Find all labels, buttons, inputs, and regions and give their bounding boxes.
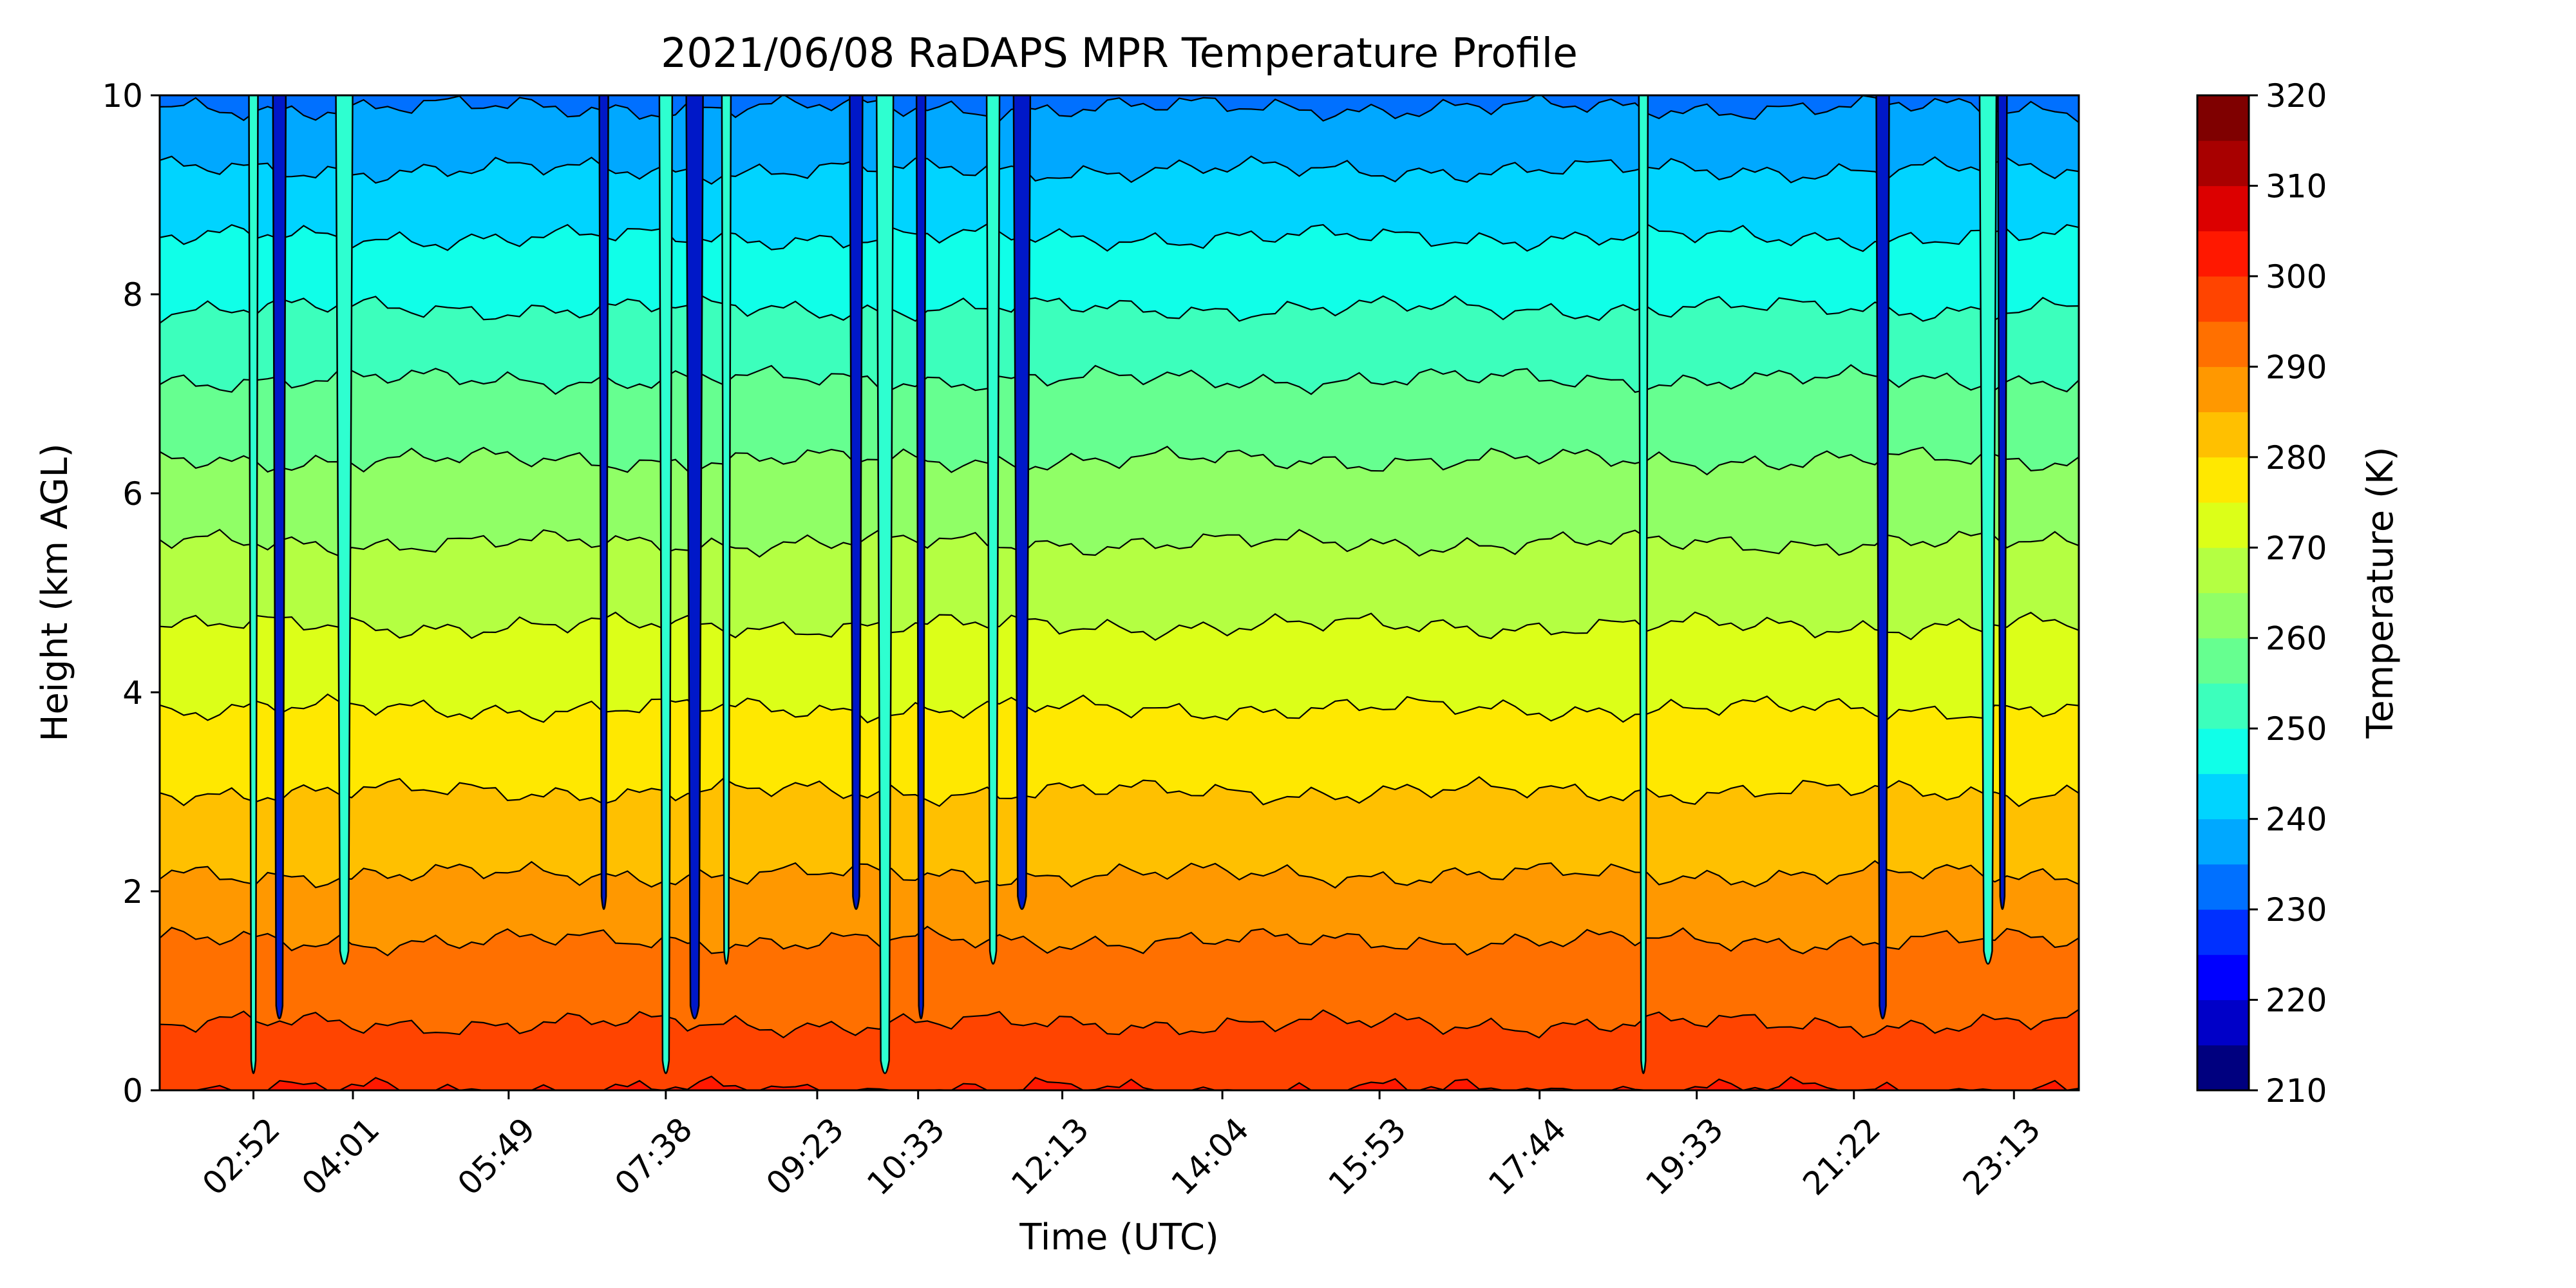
colorbar-segment [2197,909,2249,955]
colorbar-tick-label: 300 [2266,258,2327,296]
contour-lines [160,95,2079,1090]
colorbar-tick-label: 270 [2266,529,2327,567]
x-tick-label: 19:33 [1638,1110,1730,1202]
colorbar-segment [2197,502,2249,548]
colorbar-frame [2196,94,2250,1092]
anomaly-streak [685,95,704,1019]
anomaly-streaks [248,95,2008,1074]
anomaly-streak [335,95,354,965]
x-tick-label: 15:53 [1321,1110,1414,1202]
colorbar: 210 220 230 240 250 260 270 280 290 300 310 320 [2197,77,2327,1110]
x-tick-label: 17:44 [1481,1110,1573,1202]
colorbar-segment [2197,366,2249,413]
anomaly-streak [875,95,895,1074]
colorbar-segment [2197,954,2249,1001]
x-tick-label: 05:49 [450,1110,542,1202]
y-tick-label: 8 [122,276,143,314]
contour-line [160,95,2079,124]
colorbar-segment [2197,999,2249,1046]
colorbar-segment [2197,457,2249,503]
colorbar-tick-label: 280 [2266,439,2327,477]
contour-line [160,364,2079,395]
colorbar-tick-label: 290 [2266,348,2327,386]
contour-line [160,223,2079,252]
colorbar-tick-label: 220 [2266,982,2327,1019]
contour-line [160,693,2079,724]
contour-line [160,925,2079,957]
anomaly-streak [915,95,927,1019]
colorbar-tick-label: 210 [2266,1072,2327,1110]
colorbar-segment [2197,638,2249,684]
y-tick-label: 4 [122,674,143,712]
anomaly-streak [1638,95,1649,1074]
colorbar-tick-label: 230 [2266,891,2327,929]
plot-area [160,95,2079,1090]
colorbar-segment [2197,683,2249,729]
x-tick-label: 23:13 [1956,1110,2048,1202]
anomaly-streak [1997,95,2008,910]
colorbar-segment [2197,864,2249,910]
colorbar-segment [2197,412,2249,458]
x-tick-label: 21:22 [1795,1110,1888,1202]
anomaly-streak [1012,95,1032,910]
colorbar-segment [2197,140,2249,186]
x-tick-label: 10:33 [860,1110,952,1202]
contour-line [160,860,2079,889]
anomaly-streak [849,95,864,910]
anomaly-streak [721,95,732,965]
contour-line [160,611,2079,641]
x-tick-label: 09:23 [759,1110,851,1202]
contour-line [160,776,2079,808]
contour-line [160,1009,2079,1039]
anomaly-streak [598,95,609,910]
colorbar-segment [2197,231,2249,277]
colorbar-segment [2197,728,2249,774]
colorbar-tick-label: 260 [2266,620,2327,658]
band-fill [160,1076,2079,1090]
colorbar-tick-label: 240 [2266,801,2327,838]
colorbar-segment [2197,547,2249,593]
y-tick-label: 0 [122,1072,143,1110]
anomaly-streak [272,95,287,1019]
colorbar-segment [2197,185,2249,232]
x-axis: 02:52 04:01 05:49 07:38 09:23 10:33 12:13 14:04… [195,1090,2048,1202]
anomaly-streak [1875,95,1890,1019]
plot-frame [158,94,2080,1092]
anomaly-streak [248,95,259,1074]
y-tick-label: 10 [102,77,143,115]
y-axis: 0 2 4 6 8 10 [102,77,160,1110]
anomaly-streak [985,95,1001,965]
contour-line [160,446,2079,476]
colorbar-tick-label: 320 [2266,77,2327,115]
colorbar-segment [2197,276,2249,322]
temperature-fill [160,95,2079,1090]
colorbar-label: Temperature (K) [2360,447,2401,739]
y-tick-label: 2 [122,873,143,911]
x-tick-label: 14:04 [1164,1110,1256,1202]
y-tick-label: 6 [122,475,143,513]
x-tick-label: 02:52 [195,1110,287,1202]
colorbar-segment [2197,1045,2249,1091]
colorbar-tick-label: 310 [2266,167,2327,205]
anomaly-streak [658,95,674,1074]
contour-line [160,529,2079,558]
colorbar-segment [2197,773,2249,820]
colorbar-segment [2197,321,2249,367]
colorbar-tick-label: 250 [2266,710,2327,748]
anomaly-streak [1978,95,1998,965]
x-tick-label: 07:38 [607,1110,699,1202]
y-axis-label: Height (km AGL) [34,443,76,741]
x-axis-label: Time (UTC) [1019,1217,1219,1258]
colorbar-segment [2197,819,2249,865]
contour-line [160,294,2079,324]
x-tick-label: 12:13 [1004,1110,1096,1202]
colorbar-segment [2197,95,2249,141]
chart-title: 2021/06/08 RaDAPS MPR Temperature Profil… [661,30,1578,77]
contour-line [160,155,2079,185]
x-tick-label: 04:01 [295,1110,387,1202]
colorbar-segment [2197,592,2249,639]
